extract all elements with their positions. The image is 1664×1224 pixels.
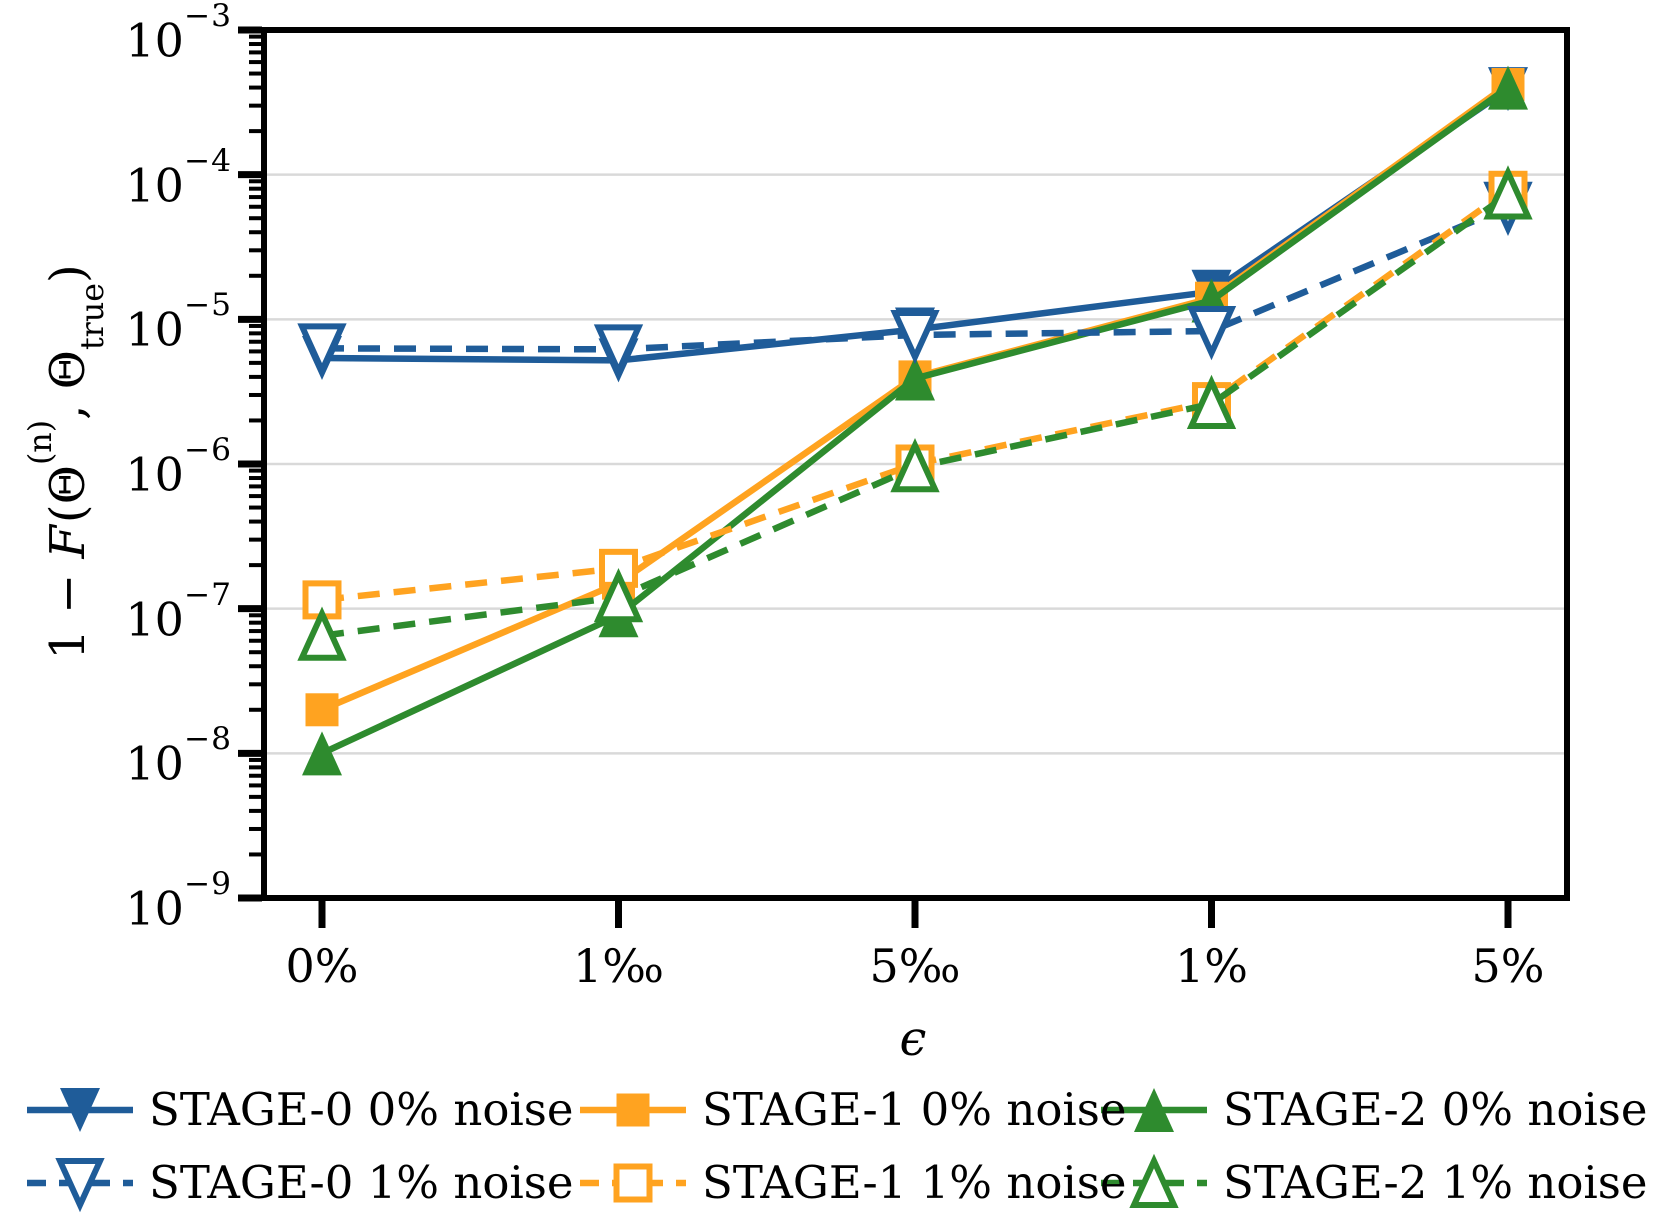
data-point-series-3 [1186,306,1237,361]
y-tick-label: 10−5 [125,287,232,357]
y-tick-label: 10−7 [125,576,232,646]
legend-label-5: STAGE-2 1% noise [1223,1156,1648,1209]
data-point-series-5 [1483,165,1533,220]
legend-label-0: STAGE-0 0% noise [149,1083,574,1136]
y-tick-label: 10−9 [125,865,232,936]
data-point-series-3 [890,309,940,365]
data-point-series-legend-5 [1129,1153,1179,1208]
legend-label-1: STAGE-1 0% noise [702,1083,1127,1136]
series-line-5 [321,191,1510,639]
data-point-series-2 [1488,65,1528,110]
data-point-series-5 [1186,374,1237,429]
legend-label-2: STAGE-2 0% noise [1223,1083,1648,1136]
ylabel-close: ) [40,264,96,284]
ylabel-sup: (n) [23,419,60,466]
data-point-series-legend-1 [616,1093,650,1127]
data-point-series-2 [895,356,935,401]
data-point-series-legend-3 [55,1158,105,1213]
data-point-series-5 [297,606,347,661]
data-point-series-1 [305,693,339,727]
data-point-series-legend-2 [1134,1088,1174,1132]
data-point-series-legend-0 [60,1088,100,1132]
ylabel-comma: , Θ [40,350,96,420]
x-tick-label: 1% [1175,939,1248,993]
y-tick-label: 10−4 [125,142,232,212]
series-line-2 [320,84,1510,757]
data-point-series-3 [297,323,347,378]
plot-border [261,27,1570,901]
x-axis-label: ϵ [899,1011,927,1067]
y-tick-label: 10−3 [125,0,232,68]
x-tick-label: 5% [1471,939,1545,993]
y-tick-label: 10−6 [125,431,232,502]
x-tick-label: 0% [285,939,359,993]
y-axis-label: 1 − F(Θ(n), Θtrue) [22,82,111,842]
ylabel-pre: 1 − [40,558,96,660]
ylabel-sub: true [75,283,112,351]
legend-label-4: STAGE-1 1% noise [702,1156,1127,1209]
data-point-series-2 [302,731,342,776]
x-tick-label: 5‰ [869,939,961,993]
data-point-series-5 [593,567,644,623]
data-point-series-5 [890,437,940,493]
data-point-series-legend-4 [613,1163,653,1203]
ylabel-f: F [40,525,96,559]
y-tick-label: 10−8 [125,721,232,791]
legend-label-3: STAGE-0 1% noise [149,1156,574,1209]
x-tick-label: 1‰ [573,939,664,993]
data-point-series-3 [593,324,644,379]
ylabel-open: (Θ [40,465,96,524]
